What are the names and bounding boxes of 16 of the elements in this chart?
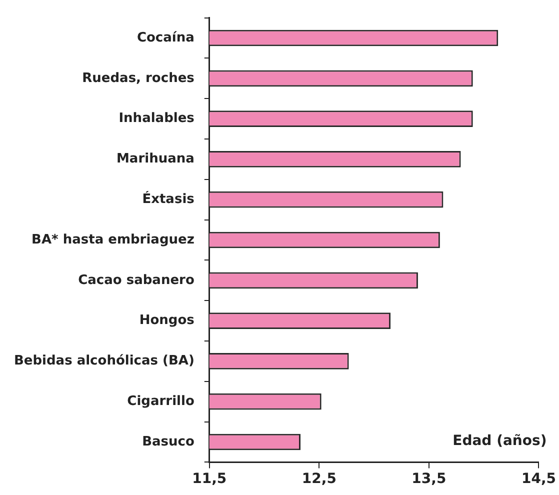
y-tick-label: Cacao sabanero — [78, 272, 194, 288]
y-tick-label: Ruedas, roches — [82, 70, 195, 86]
x-tick-label: 14,5 — [521, 471, 556, 488]
y-tick-label: Marihuana — [116, 152, 194, 167]
y-tick-label: Inhalables — [118, 111, 195, 126]
y-tick-label: Cocaína — [136, 30, 194, 46]
y-tick-label: Éxtasis — [142, 190, 195, 207]
y-tick-label: Hongos — [139, 313, 195, 328]
y-tick-label: Bebidas alcohólicas (BA) — [14, 354, 194, 369]
y-tick-label: Cigarrillo — [127, 394, 194, 409]
y-tick-label: Basuco — [142, 434, 194, 450]
x-tick-label: 12,5 — [302, 471, 336, 488]
x-tick-label: 13,5 — [412, 471, 446, 488]
x-axis-title: Edad (años) — [452, 432, 547, 449]
x-tick-label: 11,5 — [192, 471, 227, 488]
y-tick-label: BA* hasta embriaguez — [32, 232, 194, 248]
